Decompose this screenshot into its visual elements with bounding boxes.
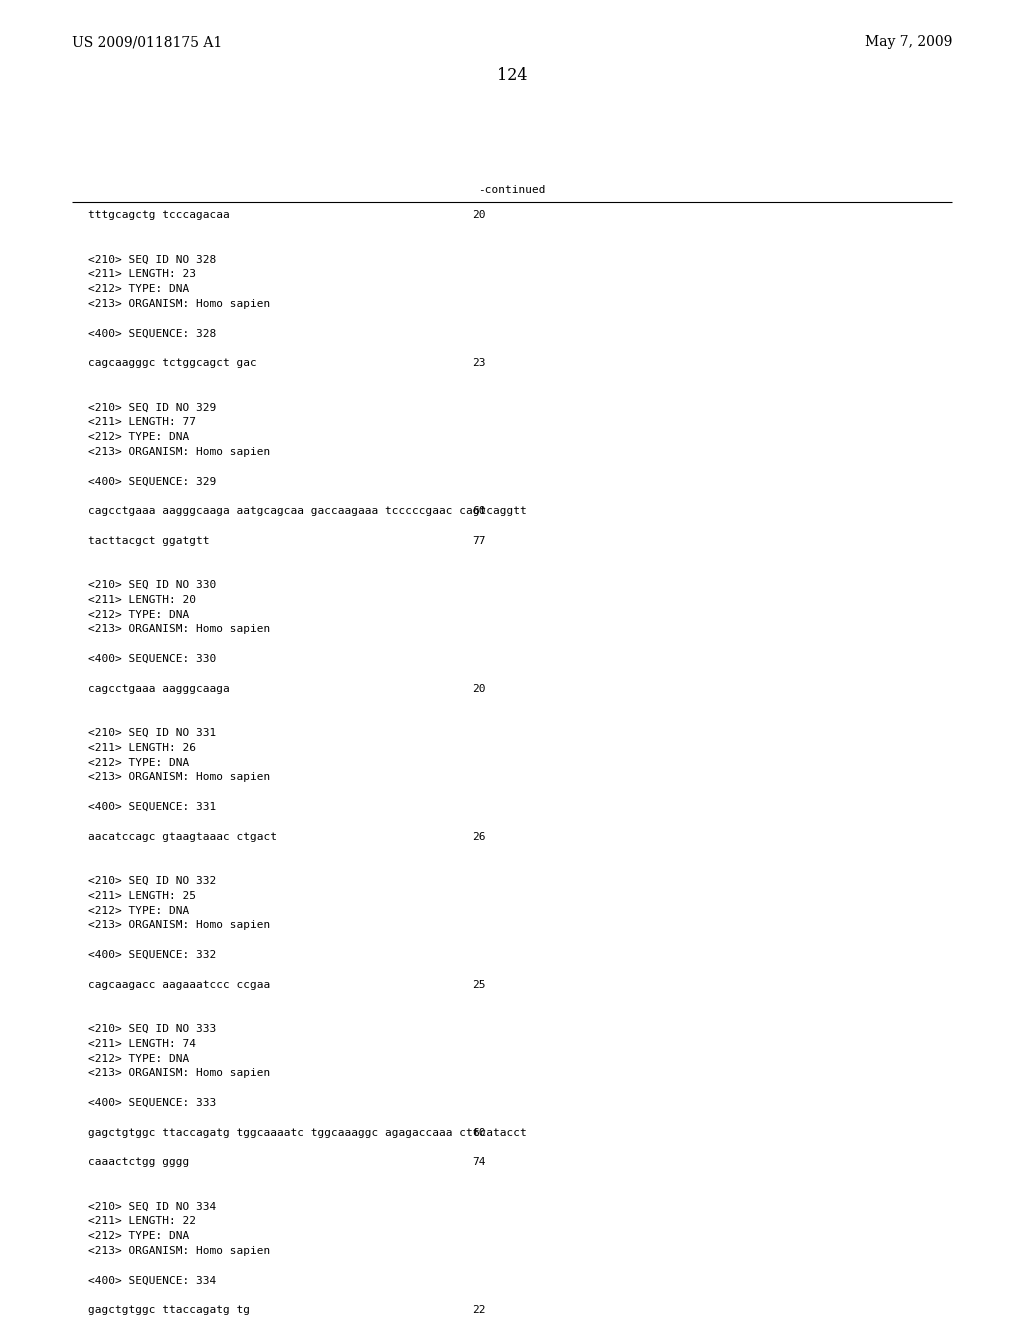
Text: <212> TYPE: DNA: <212> TYPE: DNA xyxy=(88,1232,189,1241)
Text: <212> TYPE: DNA: <212> TYPE: DNA xyxy=(88,432,189,442)
Text: <400> SEQUENCE: 333: <400> SEQUENCE: 333 xyxy=(88,1098,216,1107)
Text: tttgcagctg tcccagacaa: tttgcagctg tcccagacaa xyxy=(88,210,229,220)
Text: 60: 60 xyxy=(472,506,485,516)
Text: aacatccagc gtaagtaaac ctgact: aacatccagc gtaagtaaac ctgact xyxy=(88,832,278,842)
Text: <210> SEQ ID NO 331: <210> SEQ ID NO 331 xyxy=(88,729,216,738)
Text: <213> ORGANISM: Homo sapien: <213> ORGANISM: Homo sapien xyxy=(88,920,270,931)
Text: <211> LENGTH: 20: <211> LENGTH: 20 xyxy=(88,595,196,605)
Text: 74: 74 xyxy=(472,1158,485,1167)
Text: cagcctgaaa aagggcaaga: cagcctgaaa aagggcaaga xyxy=(88,684,229,693)
Text: US 2009/0118175 A1: US 2009/0118175 A1 xyxy=(72,36,222,49)
Text: 23: 23 xyxy=(472,358,485,368)
Text: <213> ORGANISM: Homo sapien: <213> ORGANISM: Homo sapien xyxy=(88,624,270,635)
Text: 20: 20 xyxy=(472,210,485,220)
Text: <212> TYPE: DNA: <212> TYPE: DNA xyxy=(88,906,189,916)
Text: <210> SEQ ID NO 330: <210> SEQ ID NO 330 xyxy=(88,579,216,590)
Text: <212> TYPE: DNA: <212> TYPE: DNA xyxy=(88,1053,189,1064)
Text: -continued: -continued xyxy=(478,185,546,195)
Text: <213> ORGANISM: Homo sapien: <213> ORGANISM: Homo sapien xyxy=(88,446,270,457)
Text: <212> TYPE: DNA: <212> TYPE: DNA xyxy=(88,284,189,294)
Text: <400> SEQUENCE: 330: <400> SEQUENCE: 330 xyxy=(88,653,216,664)
Text: <211> LENGTH: 22: <211> LENGTH: 22 xyxy=(88,1217,196,1226)
Text: <400> SEQUENCE: 329: <400> SEQUENCE: 329 xyxy=(88,477,216,486)
Text: tacttacgct ggatgtt: tacttacgct ggatgtt xyxy=(88,536,210,545)
Text: <211> LENGTH: 74: <211> LENGTH: 74 xyxy=(88,1039,196,1049)
Text: <211> LENGTH: 25: <211> LENGTH: 25 xyxy=(88,891,196,900)
Text: <211> LENGTH: 23: <211> LENGTH: 23 xyxy=(88,269,196,280)
Text: <400> SEQUENCE: 331: <400> SEQUENCE: 331 xyxy=(88,803,216,812)
Text: <211> LENGTH: 26: <211> LENGTH: 26 xyxy=(88,743,196,752)
Text: 60: 60 xyxy=(472,1127,485,1138)
Text: cagcaagggc tctggcagct gac: cagcaagggc tctggcagct gac xyxy=(88,358,257,368)
Text: <210> SEQ ID NO 328: <210> SEQ ID NO 328 xyxy=(88,255,216,264)
Text: cagcctgaaa aagggcaaga aatgcagcaa gaccaagaaa tcccccgaac cagtcaggtt: cagcctgaaa aagggcaaga aatgcagcaa gaccaag… xyxy=(88,506,526,516)
Text: <213> ORGANISM: Homo sapien: <213> ORGANISM: Homo sapien xyxy=(88,298,270,309)
Text: <210> SEQ ID NO 332: <210> SEQ ID NO 332 xyxy=(88,876,216,886)
Text: gagctgtggc ttaccagatg tggcaaaatc tggcaaaggc agagaccaaa cttcatacct: gagctgtggc ttaccagatg tggcaaaatc tggcaaa… xyxy=(88,1127,526,1138)
Text: 26: 26 xyxy=(472,832,485,842)
Text: <210> SEQ ID NO 329: <210> SEQ ID NO 329 xyxy=(88,403,216,412)
Text: gagctgtggc ttaccagatg tg: gagctgtggc ttaccagatg tg xyxy=(88,1305,250,1315)
Text: cagcaagacc aagaaatccc ccgaa: cagcaagacc aagaaatccc ccgaa xyxy=(88,979,270,990)
Text: <213> ORGANISM: Homo sapien: <213> ORGANISM: Homo sapien xyxy=(88,1246,270,1257)
Text: <211> LENGTH: 77: <211> LENGTH: 77 xyxy=(88,417,196,428)
Text: <212> TYPE: DNA: <212> TYPE: DNA xyxy=(88,610,189,619)
Text: 124: 124 xyxy=(497,66,527,83)
Text: 22: 22 xyxy=(472,1305,485,1315)
Text: <212> TYPE: DNA: <212> TYPE: DNA xyxy=(88,758,189,768)
Text: <210> SEQ ID NO 333: <210> SEQ ID NO 333 xyxy=(88,1024,216,1034)
Text: 77: 77 xyxy=(472,536,485,545)
Text: <213> ORGANISM: Homo sapien: <213> ORGANISM: Homo sapien xyxy=(88,772,270,783)
Text: <400> SEQUENCE: 328: <400> SEQUENCE: 328 xyxy=(88,329,216,338)
Text: 25: 25 xyxy=(472,979,485,990)
Text: 20: 20 xyxy=(472,684,485,693)
Text: <400> SEQUENCE: 334: <400> SEQUENCE: 334 xyxy=(88,1275,216,1286)
Text: <210> SEQ ID NO 334: <210> SEQ ID NO 334 xyxy=(88,1201,216,1212)
Text: May 7, 2009: May 7, 2009 xyxy=(864,36,952,49)
Text: <213> ORGANISM: Homo sapien: <213> ORGANISM: Homo sapien xyxy=(88,1068,270,1078)
Text: caaactctgg gggg: caaactctgg gggg xyxy=(88,1158,189,1167)
Text: <400> SEQUENCE: 332: <400> SEQUENCE: 332 xyxy=(88,950,216,960)
